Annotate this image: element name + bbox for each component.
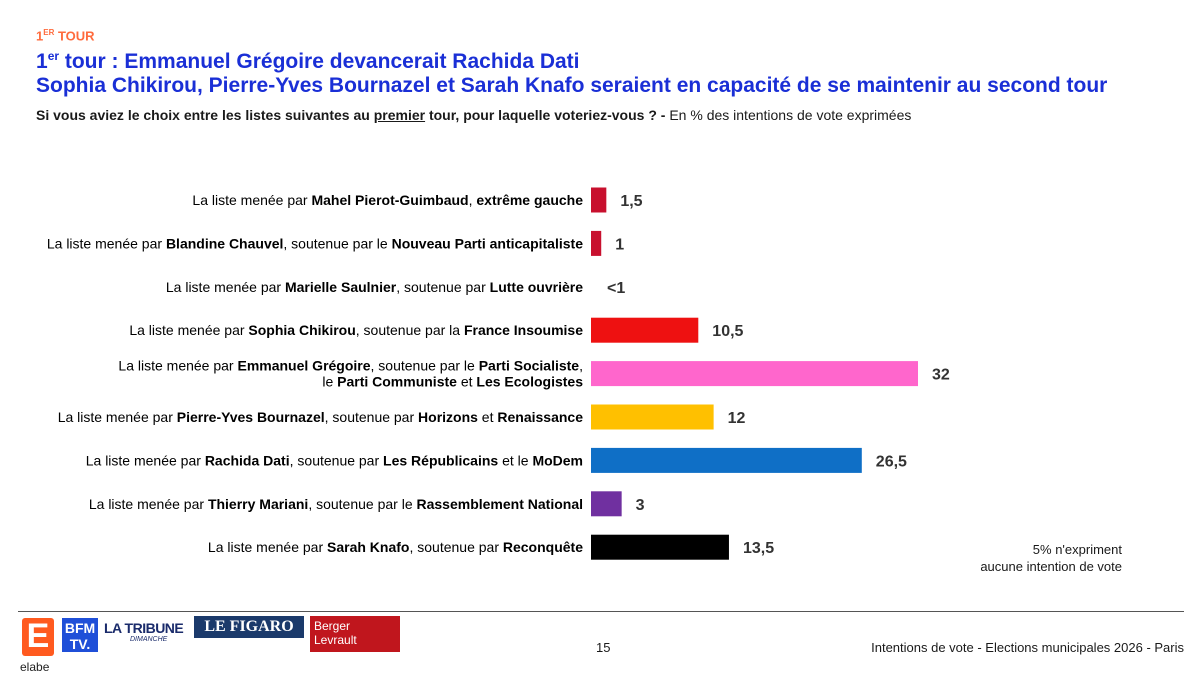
title-line-2: Sophia Chikirou, Pierre-Yves Bournazel e… (36, 74, 1108, 97)
category-label-4: La liste menée par Emmanuel Grégoire, so… (118, 358, 583, 390)
footer-divider (18, 611, 1184, 612)
category-label-1: La liste menée par Blandine Chauvel, sou… (47, 235, 583, 251)
footer-source: Intentions de vote - Elections municipal… (871, 640, 1184, 655)
title-line-1: 1er tour : Emmanuel Grégoire devancerait… (36, 49, 580, 73)
page-title: 1er tour : Emmanuel Grégoire devancerait… (36, 44, 1176, 98)
bar-6 (591, 447, 862, 473)
value-label-0: 1,5 (620, 193, 642, 210)
category-label-0: La liste menée par Mahel Pierot-Guimbaud… (192, 192, 583, 208)
value-label-8: 13,5 (743, 540, 774, 557)
category-label-8: La liste menée par Sarah Knafo, soutenue… (208, 539, 583, 555)
survey-question: Si vous aviez le choix entre les listes … (36, 107, 912, 123)
bfmtv-logo: BFM TV. (62, 618, 98, 652)
partner-logos: E elabe BFM TV. LA TRIBUNE DIMANCHE LE FI… (0, 612, 420, 679)
value-label-4: 32 (932, 367, 950, 384)
bar-chart: 1,5 La liste menée par Mahel Pierot-Guimb… (47, 187, 950, 560)
category-label-3: La liste menée par Sophia Chikirou, sout… (129, 322, 583, 338)
page-number: 15 (596, 640, 611, 655)
value-label-7: 3 (636, 497, 645, 514)
elabe-logo-text: elabe (20, 660, 50, 674)
bar-7 (591, 491, 622, 517)
abstention-note: 5% n'expriment aucune intention de vote (980, 542, 1122, 574)
value-label-6: 26,5 (876, 453, 907, 470)
category-label-5: La liste menée par Pierre-Yves Bournazel… (58, 409, 584, 425)
section-kicker: 1ER TOUR (36, 28, 95, 44)
value-label-3: 10,5 (712, 323, 743, 340)
value-label-5: 12 (728, 410, 746, 427)
la-tribune-dimanche-logo: DIMANCHE (130, 636, 168, 643)
category-label-6: La liste menée par Rachida Dati, soutenu… (86, 452, 583, 468)
bar-3 (591, 317, 699, 343)
elabe-logo-mark (22, 618, 54, 656)
bar-5 (591, 404, 714, 430)
la-tribune-logo: LA TRIBUNE (104, 620, 184, 636)
berger-levrault-logo: Berger Levrault (310, 616, 400, 652)
value-label-1: 1 (615, 236, 624, 253)
bar-8 (591, 534, 729, 560)
elabe-logo-letter: E (26, 617, 50, 655)
le-figaro-logo: LE FIGARO (194, 616, 304, 638)
bar-0 (591, 187, 607, 213)
bar-1 (591, 230, 602, 256)
bar-4 (591, 361, 918, 387)
category-label-2: La liste menée par Marielle Saulnier, so… (166, 279, 583, 295)
category-label-7: La liste menée par Thierry Mariani, sout… (89, 496, 583, 512)
value-label-2: <1 (607, 280, 625, 297)
